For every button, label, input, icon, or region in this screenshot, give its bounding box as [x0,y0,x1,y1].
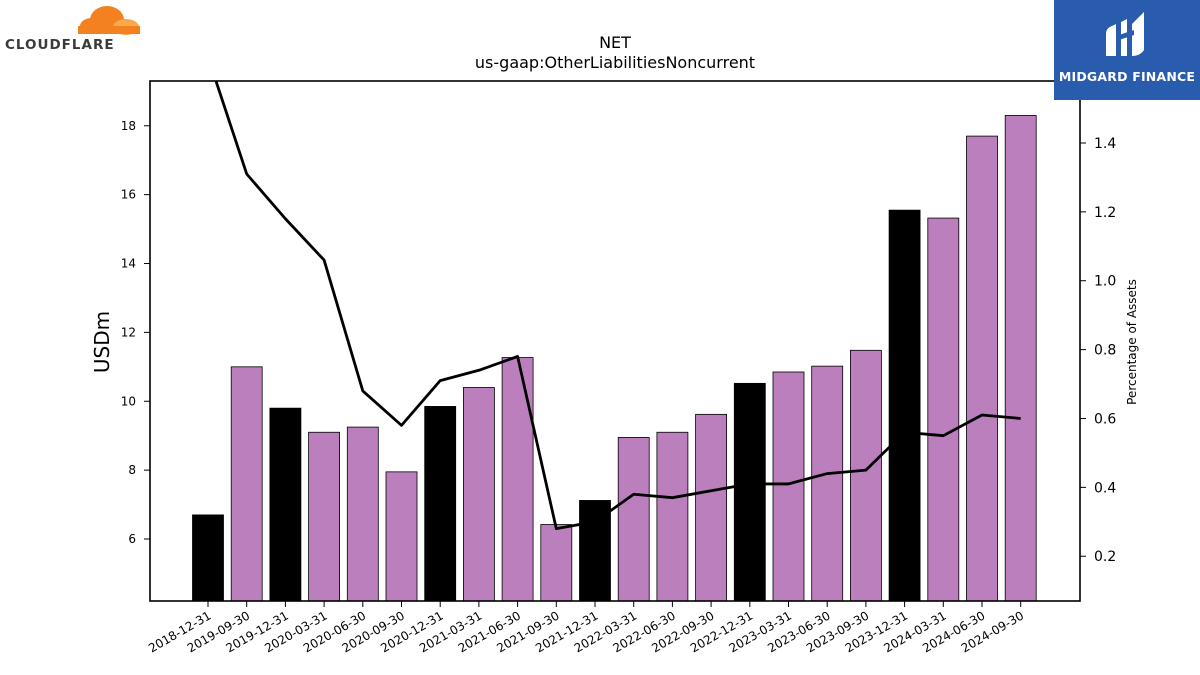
bar-2024-03-31 [927,217,960,602]
bar-2023-03-31 [772,371,805,602]
y-axis-label: USDm [90,311,114,373]
cloudflare-logo: CLOUDFLARE [0,0,150,60]
bar-2020-12-31 [424,406,457,602]
bar-2021-03-31 [462,387,495,602]
line-group [214,81,1021,531]
bar-2024-06-30 [966,135,998,602]
bar-2022-09-30 [695,413,727,602]
midgard-emblem-icon [1106,12,1144,56]
y-tick-label: 14 [121,257,136,271]
cloudflare-wordmark: CLOUDFLARE [5,37,115,53]
plot-frame [149,80,1081,602]
bar-2019-09-30 [230,366,263,602]
y2-tick-label: 1.0 [1094,274,1116,290]
midgard-wordmark: MIDGARD FINANCE [1058,69,1196,84]
midgard-finance-logo: MIDGARD FINANCE [1054,0,1200,100]
bar-2018-12-31 [192,514,224,602]
bar-2022-12-31 [733,382,766,602]
bar-2020-03-31 [308,431,341,602]
y-tick-label: 16 [121,188,136,202]
bar-2022-03-31 [617,437,650,602]
y2-tick-label: 0.2 [1094,549,1116,565]
cloud-icon [78,6,140,35]
bar-2023-09-30 [850,349,882,602]
bar-2021-06-30 [501,357,534,602]
bar-2019-12-31 [269,407,302,602]
bar-2022-06-30 [656,431,689,602]
y2-tick-label: 1.4 [1094,136,1116,152]
y2-tick-label: 0.8 [1094,343,1116,359]
bar-2021-09-30 [540,524,573,602]
bars-group [192,115,1037,602]
bar-2020-09-30 [385,471,418,602]
line-percentage-of-assets [214,81,1021,531]
bar-2020-06-30 [346,426,379,602]
y-tick-label: 12 [121,325,136,339]
y-tick-label: 10 [121,394,136,408]
chart-subtitle: us-gaap:OtherLiabilitiesNoncurrent [475,53,755,72]
y-tick-label: 8 [128,463,136,477]
bar-2023-06-30 [811,365,844,602]
bar-2021-12-31 [579,500,611,602]
y2-tick-label: 0.4 [1094,480,1116,496]
y-tick-label: 18 [121,119,136,133]
bar-2024-09-30 [1004,115,1037,602]
chart-title: NET [599,33,631,52]
bar-2023-12-31 [888,209,921,602]
y2-axis-label: Percentage of Assets [1125,279,1139,405]
y-tick-label: 6 [128,532,136,546]
y2-tick-label: 1.2 [1094,205,1116,221]
y2-tick-label: 0.6 [1094,411,1116,427]
